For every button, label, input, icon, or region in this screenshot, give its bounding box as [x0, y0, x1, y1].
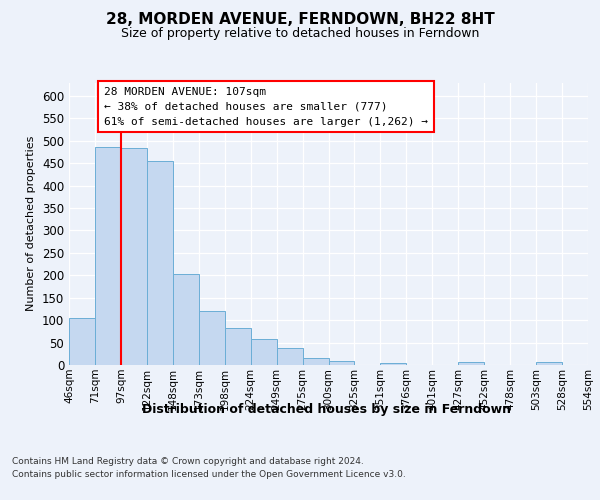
Bar	[225, 328, 251, 365]
Bar	[147, 161, 173, 365]
Bar	[536, 362, 562, 365]
Bar	[199, 311, 224, 365]
Bar	[173, 274, 199, 365]
Bar	[277, 348, 302, 365]
Bar	[380, 363, 406, 365]
Text: 28 MORDEN AVENUE: 107sqm
← 38% of detached houses are smaller (777)
61% of semi-: 28 MORDEN AVENUE: 107sqm ← 38% of detach…	[104, 87, 428, 126]
Text: 28, MORDEN AVENUE, FERNDOWN, BH22 8HT: 28, MORDEN AVENUE, FERNDOWN, BH22 8HT	[106, 12, 494, 28]
Bar	[302, 358, 329, 365]
Bar	[251, 340, 277, 365]
Y-axis label: Number of detached properties: Number of detached properties	[26, 136, 37, 312]
Text: Size of property relative to detached houses in Ferndown: Size of property relative to detached ho…	[121, 28, 479, 40]
Bar	[69, 318, 95, 365]
Bar	[121, 148, 147, 365]
Text: Contains HM Land Registry data © Crown copyright and database right 2024.
Contai: Contains HM Land Registry data © Crown c…	[12, 458, 406, 479]
Bar	[458, 362, 484, 365]
Bar	[95, 146, 121, 365]
Text: Distribution of detached houses by size in Ferndown: Distribution of detached houses by size …	[143, 402, 511, 415]
Bar	[329, 360, 355, 365]
